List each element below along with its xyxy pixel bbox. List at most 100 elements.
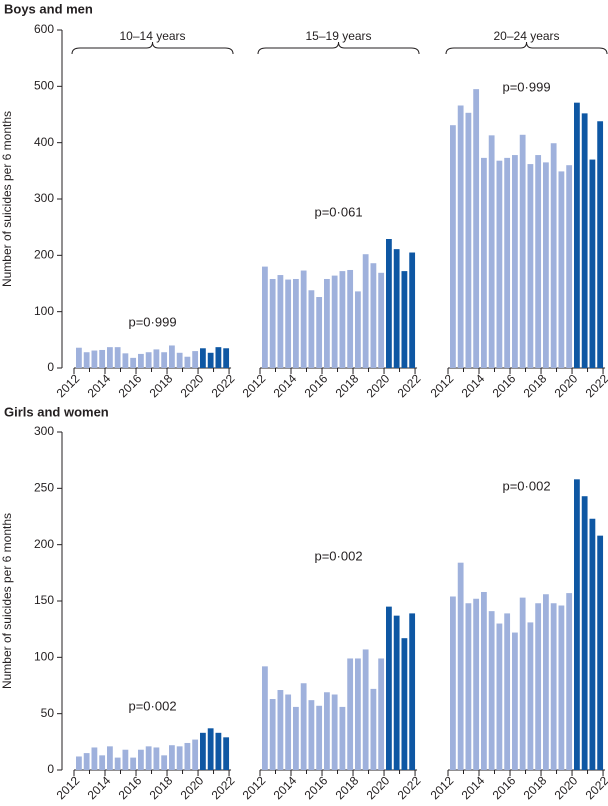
y-tick-label: 300 [34, 424, 54, 438]
x-tick-label: 2022 [395, 773, 424, 802]
bar [184, 742, 191, 770]
x-tick-label: 2020 [552, 371, 581, 400]
bar [207, 728, 214, 770]
bar [114, 757, 121, 770]
x-tick-label: 2020 [178, 371, 207, 400]
x-tick-label: 2014 [459, 773, 488, 802]
bar [200, 348, 206, 368]
y-tick-label: 100 [34, 304, 54, 318]
bar [457, 105, 464, 369]
bar [543, 594, 549, 770]
bar [393, 615, 400, 770]
group-label: 10–14 years [120, 29, 186, 43]
bar [558, 171, 565, 368]
bar [293, 278, 299, 368]
bar [347, 658, 354, 770]
bar [277, 275, 284, 368]
bar [465, 603, 472, 770]
bar [76, 756, 82, 770]
x-tick-label: 2016 [302, 773, 331, 802]
bar [76, 347, 82, 368]
bar [362, 649, 369, 770]
bar [378, 272, 385, 368]
bar [262, 266, 268, 368]
bar [496, 160, 503, 368]
y-tick-label: 300 [34, 191, 54, 205]
bar [130, 357, 137, 368]
p-value-label: p=0·002 [502, 478, 550, 493]
x-tick-label: 2014 [459, 371, 488, 400]
bar [269, 699, 276, 770]
group-bracket [71, 41, 234, 55]
bar [285, 694, 292, 770]
y-tick-label: 50 [41, 706, 55, 720]
bar [316, 705, 323, 770]
bar [200, 732, 206, 770]
bar [176, 352, 183, 368]
bar [386, 239, 392, 368]
bar [488, 135, 495, 368]
bar [91, 747, 98, 770]
bar [107, 746, 113, 770]
y-tick-label: 400 [34, 135, 54, 149]
group-label: 15–19 years [306, 29, 372, 43]
bar [519, 597, 526, 770]
bar [300, 683, 307, 770]
bar [331, 694, 338, 770]
p-value-label: p=0·999 [502, 79, 550, 94]
x-tick-label: 2012 [240, 371, 269, 400]
x-tick-label: 2020 [552, 773, 581, 802]
x-tick-label: 2022 [395, 371, 424, 400]
bar [300, 270, 307, 368]
bar [566, 593, 573, 770]
bar [386, 606, 392, 770]
y-tick-label: 250 [34, 481, 54, 495]
bar [138, 749, 144, 770]
bar [192, 351, 199, 368]
bar [145, 352, 152, 368]
bar [370, 688, 377, 770]
bar [130, 757, 137, 770]
bar [169, 745, 175, 770]
x-tick-label: 2020 [364, 773, 393, 802]
y-axis-label: Number of suicides per 6 months [0, 513, 14, 689]
bar [401, 271, 408, 368]
bar [457, 562, 464, 770]
bar [574, 479, 580, 770]
x-tick-label: 2012 [54, 773, 83, 802]
bar [122, 353, 129, 368]
bar [107, 347, 113, 368]
y-tick-label: 150 [34, 593, 54, 607]
panel-title: Boys and men [4, 1, 93, 16]
x-tick-label: 2016 [490, 371, 519, 400]
bar [355, 658, 361, 770]
bar [527, 164, 534, 368]
bar [207, 352, 214, 368]
bar [83, 753, 90, 770]
bar [277, 690, 284, 770]
bar [223, 348, 230, 368]
p-value-label: p=0·002 [314, 548, 362, 563]
bar [409, 252, 416, 368]
bar [488, 611, 495, 770]
x-tick-label: 2016 [116, 773, 145, 802]
bar [331, 275, 338, 368]
bar [519, 134, 526, 368]
bar [566, 165, 573, 368]
x-tick-label: 2016 [490, 773, 519, 802]
bar [481, 157, 487, 368]
y-tick-label: 0 [47, 360, 54, 374]
p-value-label: p=0·999 [128, 314, 176, 329]
bar [308, 700, 315, 770]
bar [504, 157, 511, 368]
bar [450, 125, 456, 368]
bar [145, 746, 152, 770]
bar [512, 632, 518, 770]
bar [473, 89, 480, 369]
x-tick-label: 2022 [583, 371, 608, 400]
x-tick-label: 2014 [271, 371, 300, 400]
group-bracket [445, 41, 608, 55]
x-tick-label: 2014 [85, 773, 114, 802]
bar [597, 121, 604, 368]
